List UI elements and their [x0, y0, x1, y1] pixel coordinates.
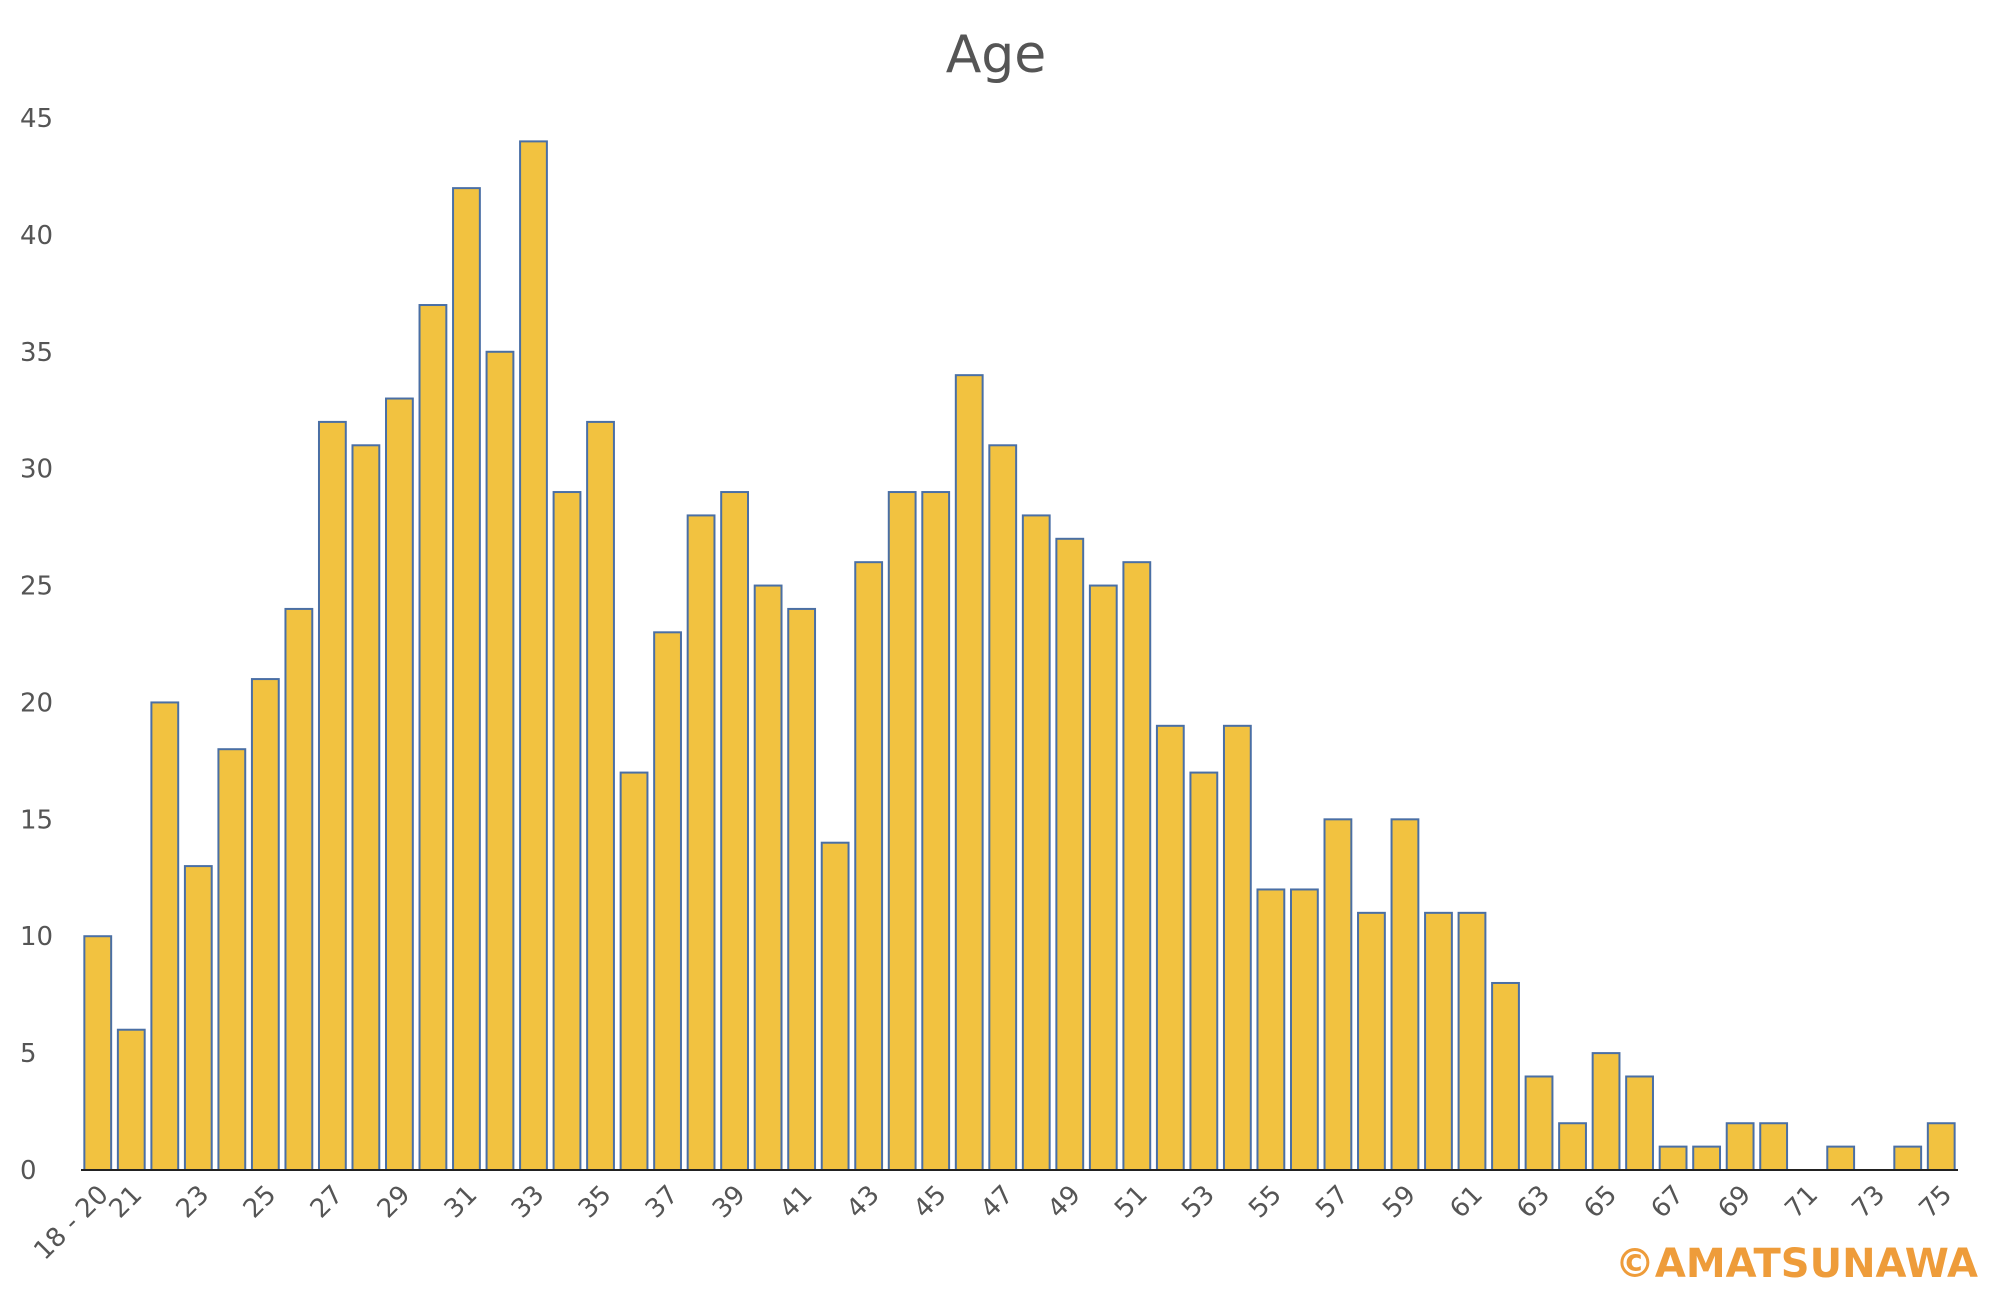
bar-35: [586, 420, 615, 1172]
x-tick-label: 37: [640, 1180, 685, 1225]
bar-28: [351, 444, 381, 1172]
bar-55: [1256, 888, 1286, 1171]
bar-67: [1658, 1145, 1688, 1171]
bar-44: [887, 491, 917, 1172]
x-tick-label: 67: [1645, 1180, 1690, 1225]
bar-41: [787, 607, 817, 1171]
chart-title: Age: [946, 25, 1047, 85]
bar-64: [1558, 1122, 1587, 1171]
x-tick-label: 31: [439, 1180, 484, 1225]
bar-57: [1323, 818, 1353, 1172]
bar-59: [1390, 818, 1420, 1172]
x-tick-label: 75: [1914, 1180, 1959, 1225]
bar-49: [1055, 537, 1085, 1171]
bar-40: [753, 584, 783, 1171]
bar-36: [619, 771, 649, 1172]
y-tick-label: 5: [20, 1039, 37, 1069]
x-tick-label: 49: [1042, 1180, 1087, 1225]
bar-22: [150, 701, 180, 1171]
x-tick-label: 35: [573, 1180, 618, 1225]
watermark-text: ©AMATSUNAWA: [1615, 1241, 1978, 1287]
bar-46: [954, 374, 984, 1172]
bar-45: [921, 491, 951, 1172]
y-tick-label: 20: [20, 688, 53, 718]
y-tick-label: 10: [20, 922, 53, 952]
bar-33: [519, 140, 548, 1171]
x-tick-label: 71: [1780, 1180, 1825, 1225]
y-axis: 0 5 10 15 20 25 30 35 40 45: [20, 104, 53, 1186]
bar-34: [552, 491, 582, 1172]
bar-50: [1088, 584, 1118, 1171]
bar-24: [217, 748, 247, 1171]
bar-62: [1491, 981, 1520, 1171]
bar-51: [1122, 561, 1152, 1171]
x-tick-label: 21: [104, 1180, 149, 1225]
x-tick-label: 69: [1712, 1180, 1757, 1225]
y-tick-label: 25: [20, 572, 53, 602]
x-tick-label: 39: [707, 1180, 752, 1225]
bar-53: [1189, 771, 1219, 1172]
x-tick-label: 63: [1511, 1180, 1556, 1225]
bar-65: [1591, 1052, 1621, 1171]
x-tick-label: 43: [841, 1180, 886, 1225]
y-tick-label: 45: [20, 104, 53, 134]
bar-70: [1759, 1122, 1789, 1171]
x-tick-label: 51: [1109, 1180, 1154, 1225]
bar-43: [854, 561, 884, 1171]
bar-72: [1826, 1145, 1856, 1171]
x-tick-label: 57: [1310, 1180, 1355, 1225]
bar-60: [1424, 911, 1453, 1172]
bar-52: [1155, 724, 1185, 1171]
y-tick-label: 15: [20, 805, 53, 835]
bar-39: [720, 491, 750, 1172]
y-tick-label: 0: [20, 1156, 37, 1186]
bar-18-20: [83, 935, 113, 1171]
x-tick-label: 61: [1444, 1180, 1489, 1225]
bar-42: [820, 841, 850, 1172]
bar-31: [452, 187, 481, 1171]
bar-47: [988, 444, 1018, 1172]
x-tick-label: 41: [774, 1180, 819, 1225]
x-tick-label: 59: [1377, 1180, 1422, 1225]
bar-21: [116, 1028, 146, 1171]
x-tick-label: 25: [238, 1180, 283, 1225]
bar-30: [418, 304, 448, 1171]
x-tick-label: 53: [1176, 1180, 1221, 1225]
x-tick-label: 33: [506, 1180, 551, 1225]
x-tick-label: 18 - 20: [28, 1180, 114, 1266]
x-tick-label: 45: [908, 1180, 953, 1225]
bar-56: [1289, 888, 1319, 1171]
bar-23: [183, 865, 213, 1172]
bar-66: [1625, 1075, 1654, 1171]
bar-61: [1457, 911, 1487, 1172]
x-tick-label: 55: [1243, 1180, 1288, 1225]
x-tick-label: 29: [372, 1180, 417, 1225]
y-tick-label: 30: [20, 455, 53, 485]
bar-69: [1725, 1122, 1755, 1171]
bar-54: [1222, 724, 1252, 1171]
bar-63: [1524, 1075, 1554, 1171]
bar-37: [653, 631, 682, 1171]
bar-75: [1926, 1122, 1956, 1171]
bars: [83, 140, 1956, 1172]
x-tick-label: 27: [305, 1180, 350, 1225]
bar-25: [250, 678, 280, 1171]
bar-58: [1357, 911, 1386, 1172]
bar-48: [1021, 514, 1051, 1171]
y-tick-label: 35: [20, 338, 53, 368]
bar-32: [485, 350, 515, 1171]
bar-68: [1692, 1145, 1722, 1171]
x-tick-label: 47: [975, 1180, 1020, 1225]
x-tick-label: 73: [1847, 1180, 1892, 1225]
bar-74: [1893, 1145, 1923, 1171]
bar-26: [284, 607, 314, 1171]
x-tick-label: 65: [1578, 1180, 1623, 1225]
bar-27: [317, 420, 347, 1172]
bar-38: [686, 514, 716, 1171]
y-tick-label: 40: [20, 221, 53, 251]
bar-29: [385, 397, 414, 1171]
x-tick-label: 23: [171, 1180, 216, 1225]
